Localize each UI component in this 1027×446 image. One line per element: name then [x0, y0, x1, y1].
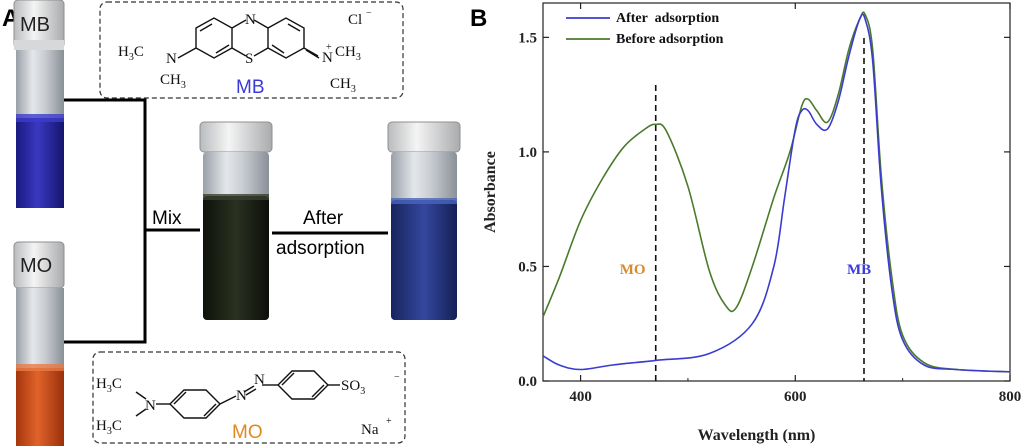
vial-after — [387, 121, 461, 320]
absorbance-chart: 400 600 800 0.0 0.5 1.0 1.5 Wavelength (nm) Abso… — [482, 2, 1022, 444]
flow-connector — [64, 98, 388, 344]
mb-s-ring: S — [245, 51, 253, 67]
x-tick-label: 400 — [569, 389, 592, 405]
mo-counter-ion-plus: + — [386, 416, 392, 427]
series-after-line — [542, 13, 1011, 373]
mb-right-ch3-bot: CH3 — [330, 76, 356, 95]
mo-sulfonate-minus: − — [394, 372, 400, 383]
mo-left-h3c-bot: H3C — [96, 418, 122, 437]
y-tick-label: 1.0 — [518, 145, 537, 161]
legend-label: Before adsorption — [616, 32, 724, 47]
mb-counter-ion-minus: − — [366, 8, 372, 19]
mix-label: Mix — [152, 208, 182, 229]
after-label-line1: After — [303, 208, 344, 229]
y-tick-label: 0.0 — [518, 374, 537, 390]
mo-sulfonate: SO3 — [341, 378, 365, 397]
mb-right-n: N — [322, 50, 333, 66]
series-before-line — [542, 11, 1011, 373]
mb-counter-ion: Cl — [348, 12, 362, 28]
x-tick-label: 600 — [784, 389, 807, 405]
peak-label-mo: MO — [620, 262, 646, 278]
legend-label: After adsorption — [616, 11, 719, 26]
plot-frame — [542, 2, 1011, 382]
vial-mix — [199, 121, 273, 320]
mo-left-h3c-top: H3C — [96, 376, 122, 395]
mb-left-ch3: CH3 — [160, 72, 186, 91]
y-tick-label: 1.5 — [518, 30, 537, 46]
after-label-line2: adsorption — [276, 238, 365, 259]
x-tick-label: 800 — [999, 389, 1022, 405]
vial-mb: MB — [13, 0, 65, 208]
mo-name: MO — [232, 422, 263, 443]
mo-counter-ion: Na — [361, 422, 379, 438]
mb-right-ch3-top: CH3 — [335, 44, 361, 63]
mo-azo-n2: N — [254, 372, 265, 388]
peak-label-mb: MB — [847, 262, 871, 278]
y-axis-title: Absorbance — [482, 151, 499, 233]
y-tick-label: 0.5 — [518, 259, 537, 275]
vial-mo: MO — [13, 241, 65, 446]
mb-n-plus: + — [326, 42, 332, 53]
panel-b-letter: B — [470, 5, 487, 32]
mo-n-left: N — [145, 398, 156, 414]
mb-left-n: N — [166, 51, 177, 67]
vial-mo-label: MO — [20, 255, 52, 277]
mo-structure: H3C H3C N N N SO3 − Na + MO — [92, 351, 406, 444]
mb-structure: N S H3C N CH3 N CH3 CH3 Cl − + MB — [99, 1, 404, 99]
mb-name: MB — [236, 77, 265, 98]
mb-left-group: H3C — [118, 44, 144, 63]
x-axis-title: Wavelength (nm) — [698, 427, 816, 444]
mb-n-top: N — [245, 12, 256, 28]
vial-mb-label: MB — [20, 14, 50, 36]
mo-azo-n1: N — [236, 388, 247, 404]
